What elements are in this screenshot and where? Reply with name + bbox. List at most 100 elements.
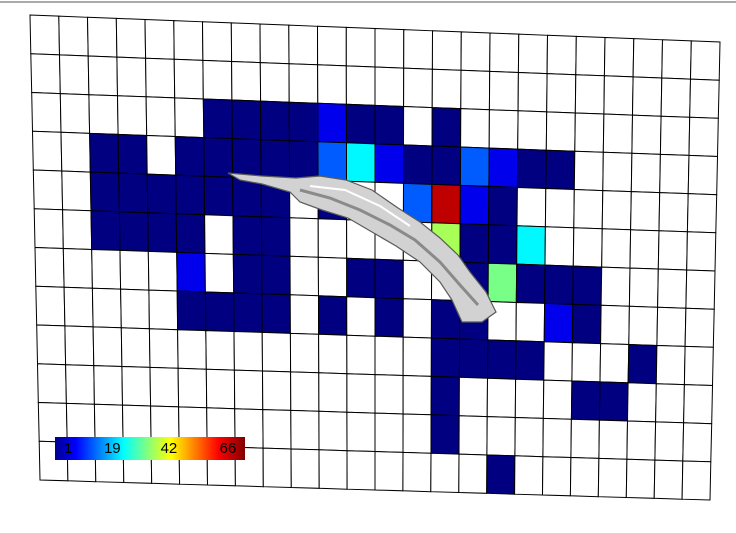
empty-cell [58,15,89,57]
empty-cell [600,304,630,346]
empty-cell [346,373,376,414]
empty-cell [603,36,635,78]
empty-cell [346,450,376,491]
empty-cell [33,208,64,250]
empty-cell [37,401,68,443]
empty-cell [658,192,689,233]
empty-cell [36,363,67,404]
grid-cells [29,14,721,501]
empty-cell [629,229,660,270]
empty-cell [288,63,319,104]
empty-cell [374,27,405,69]
empty-cell [544,226,575,267]
empty-cell [403,67,433,109]
value-cell [374,143,404,184]
empty-cell [655,344,686,386]
empty-cell [146,134,177,176]
empty-cell [403,29,434,70]
empty-cell [59,93,91,134]
empty-cell [374,66,405,108]
empty-cell [681,460,712,501]
value-cell [458,338,489,379]
value-cell [261,254,291,296]
empty-cell [402,374,432,416]
empty-cell [290,448,320,489]
empty-cell [402,336,432,377]
empty-cell [460,69,491,111]
value-cell [345,103,376,145]
empty-cell [147,250,178,292]
empty-cell [546,73,577,114]
value-cell [487,224,518,265]
empty-cell [204,214,234,255]
empty-cell [631,76,663,117]
empty-cell [233,369,264,411]
empty-cell [30,53,61,95]
value-cell [487,262,518,304]
empty-cell [625,458,656,499]
empty-cell [431,30,462,71]
empty-cell [683,345,714,387]
colorbar-tick-label: 19 [104,440,121,457]
empty-cell [689,78,720,119]
empty-cell [460,108,490,149]
value-cell [146,173,177,215]
empty-cell [205,368,236,410]
value-cell [261,293,291,334]
value-cell [572,265,603,306]
empty-cell [402,451,432,493]
empty-cell [262,447,292,489]
empty-cell [486,416,516,457]
empty-cell [598,419,629,460]
empty-cell [289,294,320,335]
empty-cell [149,366,180,408]
value-cell [90,210,121,251]
value-cell [545,149,576,191]
empty-cell [261,331,292,373]
value-cell [571,303,602,345]
empty-cell [374,335,404,377]
empty-cell [119,249,150,291]
value-cell [203,137,234,178]
empty-cell [574,112,605,153]
value-cell [118,211,149,252]
empty-cell [601,190,632,231]
empty-cell [86,16,118,58]
value-cell [346,257,376,299]
empty-cell [173,58,204,100]
empty-cell [233,330,264,372]
empty-cell [64,325,95,367]
empty-cell [660,77,692,118]
colorbar-tick-label: 66 [220,440,237,457]
value-cell [117,133,148,175]
empty-cell [34,246,65,288]
empty-cell [317,218,348,259]
empty-cell [599,343,630,384]
empty-cell [120,327,151,368]
island-shape [227,172,497,323]
empty-cell [653,459,684,500]
value-cell [488,147,519,189]
empty-cell [542,379,573,420]
empty-cell [514,378,545,419]
value-cell [486,454,516,495]
empty-cell [686,193,718,234]
empty-cell [571,342,602,383]
empty-cell [630,152,661,194]
value-cell [176,251,206,293]
empty-cell [686,231,717,272]
colorbar-tick-label: 42 [161,440,178,457]
empty-cell [575,35,606,77]
value-cell [431,107,462,148]
empty-cell [204,252,235,294]
empty-cell [489,32,520,74]
empty-cell [116,95,148,137]
empty-cell [346,411,376,453]
empty-cell [318,449,348,490]
value-cell [374,258,404,300]
empty-cell [657,268,688,309]
empty-cell [542,417,572,459]
value-cell [231,99,262,141]
value-cell [627,343,658,385]
